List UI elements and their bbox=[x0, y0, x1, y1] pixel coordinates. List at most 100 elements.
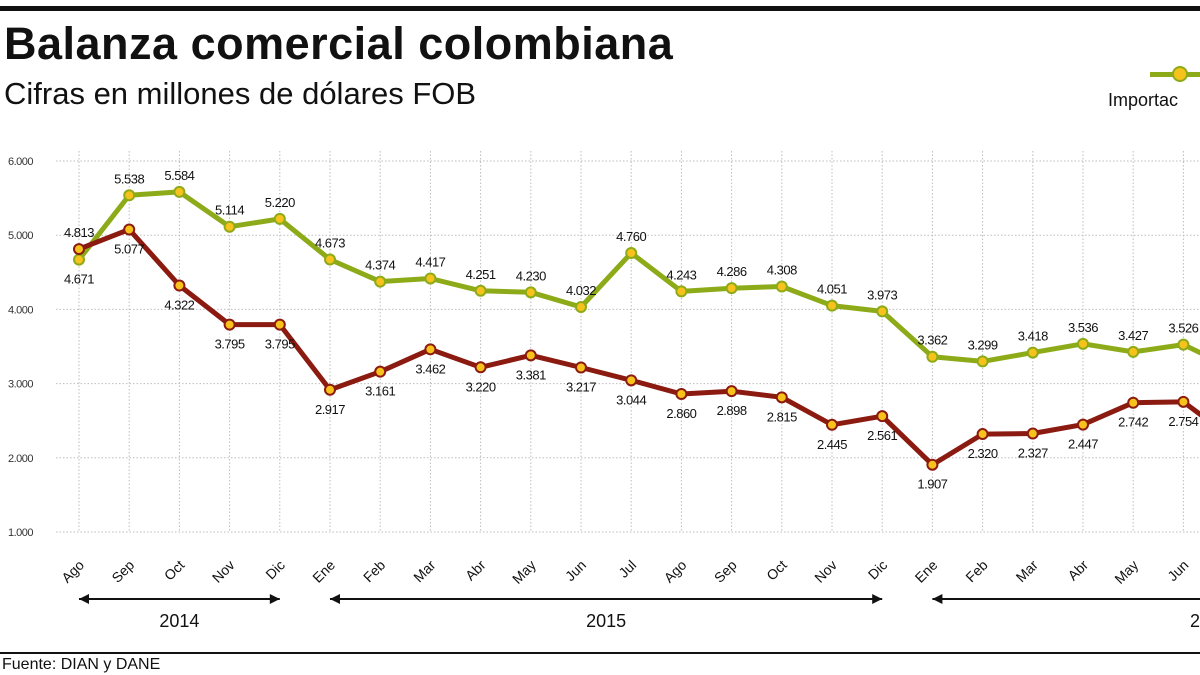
x-tick-label: Nov bbox=[209, 557, 238, 586]
exports-point bbox=[826, 418, 838, 431]
exports-point bbox=[123, 223, 136, 236]
x-tick-label: Sep bbox=[108, 557, 137, 586]
exports-data-label: 3.161 bbox=[365, 384, 395, 399]
exports-data-label: 5.077 bbox=[114, 241, 144, 256]
imports-point bbox=[1177, 338, 1190, 351]
year-range-arrow-left bbox=[79, 594, 89, 604]
exports-point bbox=[575, 361, 587, 374]
imports-data-label: 5.114 bbox=[215, 203, 244, 218]
x-tick-label: Ene bbox=[309, 557, 338, 586]
imports-point bbox=[1077, 337, 1089, 350]
exports-data-label: 4.322 bbox=[164, 298, 194, 313]
imports-point bbox=[775, 280, 788, 293]
imports-data-label: 4.673 bbox=[315, 235, 345, 250]
imports-point bbox=[826, 299, 838, 312]
exports-point bbox=[374, 365, 387, 378]
exports-point bbox=[926, 458, 939, 471]
imports-point bbox=[173, 185, 186, 198]
imports-data-label: 3.299 bbox=[968, 337, 998, 352]
x-tick-label: Dic bbox=[262, 557, 288, 583]
year-label: 2014 bbox=[159, 611, 199, 631]
exports-data-label: 2.898 bbox=[717, 403, 747, 418]
exports-data-label: 2.860 bbox=[666, 406, 696, 421]
exports-data-label: 2.815 bbox=[767, 409, 797, 424]
imports-data-label: 3.526 bbox=[1168, 321, 1198, 336]
imports-point bbox=[876, 305, 889, 318]
exports-data-label: 4.813 bbox=[64, 225, 94, 240]
imports-data-label: 3.427 bbox=[1118, 328, 1148, 343]
imports-data-label: 3.973 bbox=[867, 287, 897, 302]
exports-point bbox=[1177, 395, 1190, 408]
imports-data-label: 4.760 bbox=[616, 229, 646, 244]
imports-data-label: 4.308 bbox=[767, 263, 797, 278]
year-ranges: 2014 2015 20 bbox=[79, 594, 1200, 631]
imports-data-label: 5.538 bbox=[114, 171, 144, 186]
y-tick-label: 1.000 bbox=[8, 527, 33, 539]
exports-point bbox=[73, 243, 85, 256]
chart-title: Balanza comercial colombiana bbox=[4, 18, 674, 69]
imports-point bbox=[1127, 345, 1140, 358]
legend: Importac bbox=[1108, 60, 1200, 110]
exports-point bbox=[625, 374, 638, 387]
y-tick-label: 3.000 bbox=[8, 379, 33, 391]
exports-data-label: 3.795 bbox=[265, 337, 295, 352]
exports-data-label: 2.447 bbox=[1068, 437, 1098, 452]
exports-data-label: 3.220 bbox=[466, 379, 496, 394]
x-tick-label: Abr bbox=[1064, 557, 1091, 584]
x-tick-label: Jun bbox=[562, 557, 589, 584]
exports-point bbox=[524, 349, 537, 362]
imports-point bbox=[324, 253, 336, 266]
imports-data-label: 3.418 bbox=[1018, 329, 1048, 344]
year-range-arrow-right bbox=[872, 594, 883, 604]
imports-point bbox=[123, 189, 136, 202]
lines-layer bbox=[77, 189, 1200, 468]
imports-data-label: 5.220 bbox=[265, 195, 295, 210]
y-tick-label: 6.000 bbox=[8, 156, 33, 168]
x-tick-label: Mar bbox=[1013, 557, 1042, 586]
exports-data-label: 2.327 bbox=[1018, 446, 1048, 461]
legend-marker-imports bbox=[1172, 66, 1188, 82]
imports-point bbox=[575, 301, 587, 314]
year-range-arrow-right bbox=[269, 594, 280, 604]
imports-data-label: 4.671 bbox=[64, 272, 94, 287]
imports-point bbox=[424, 272, 437, 285]
exports-data-label: 2.561 bbox=[867, 428, 897, 443]
exports-data-label: 3.381 bbox=[516, 367, 546, 382]
exports-point bbox=[1127, 396, 1140, 409]
exports-point bbox=[1077, 418, 1089, 431]
imports-data-label: 4.032 bbox=[566, 283, 596, 298]
exports-point bbox=[223, 318, 236, 331]
x-axis: Ago Sep Oct Nov Dic Ene Feb Mar Abr May Jun Jul Ago S… bbox=[58, 557, 1191, 587]
exports-point bbox=[775, 391, 788, 404]
exports-data-label: 2.742 bbox=[1118, 415, 1148, 430]
imports-point bbox=[725, 282, 738, 295]
x-tick-label: Oct bbox=[763, 557, 790, 584]
imports-point bbox=[524, 286, 537, 299]
exports-data-label: 2.445 bbox=[817, 437, 847, 452]
x-tick-label: Sep bbox=[711, 557, 740, 586]
exports-point bbox=[1026, 427, 1039, 440]
x-tick-label: May bbox=[509, 557, 539, 587]
x-tick-label: Oct bbox=[161, 557, 188, 584]
year-label: 20 bbox=[1190, 611, 1200, 631]
y-tick-label: 5.000 bbox=[8, 230, 33, 242]
exports-point bbox=[876, 410, 889, 423]
year-range-arrow-left bbox=[330, 594, 340, 604]
grid-layer: 1.000 2.000 3.000 4.000 5.000 6.000 bbox=[8, 151, 1200, 539]
imports-data-label: 4.243 bbox=[666, 267, 696, 282]
exports-data-label: 3.795 bbox=[215, 337, 245, 352]
exports-point bbox=[675, 387, 688, 400]
points-layer bbox=[73, 185, 1190, 471]
exports-line bbox=[78, 227, 1200, 468]
imports-point bbox=[976, 355, 989, 368]
x-tick-label: Jul bbox=[615, 557, 639, 581]
imports-point bbox=[374, 275, 387, 288]
exports-data-label: 3.217 bbox=[566, 379, 596, 394]
imports-data-label: 4.374 bbox=[365, 258, 395, 273]
exports-data-label: 2.320 bbox=[968, 446, 998, 461]
x-tick-label: Jun bbox=[1164, 557, 1191, 584]
legend-label-imports: Importac bbox=[1108, 90, 1179, 110]
imports-data-label: 4.417 bbox=[415, 254, 445, 269]
exports-data-label: 3.462 bbox=[415, 361, 445, 376]
exports-point bbox=[424, 343, 437, 356]
